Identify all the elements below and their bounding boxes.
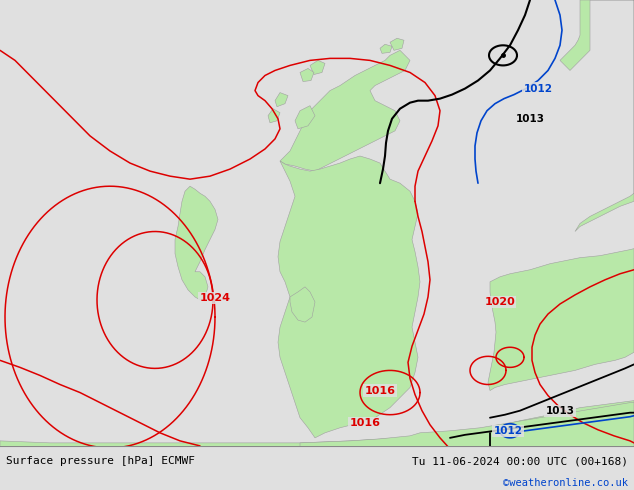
Polygon shape [175,186,218,300]
Text: 1012: 1012 [493,426,522,436]
Polygon shape [280,50,410,171]
Text: 1013: 1013 [515,114,545,124]
Text: 1024: 1024 [200,293,231,303]
Polygon shape [300,69,314,81]
Polygon shape [380,44,392,53]
Polygon shape [310,60,325,74]
Polygon shape [300,403,634,449]
Polygon shape [268,109,280,123]
Text: 1013: 1013 [545,406,574,416]
Text: 1016: 1016 [365,386,396,395]
Polygon shape [390,38,404,50]
Polygon shape [275,93,288,107]
Text: Tu 11-06-2024 00:00 UTC (00+168): Tu 11-06-2024 00:00 UTC (00+168) [411,456,628,466]
Polygon shape [560,0,590,71]
Text: Surface pressure [hPa] ECMWF: Surface pressure [hPa] ECMWF [6,456,195,466]
Polygon shape [278,156,420,438]
Polygon shape [488,248,634,391]
Text: ©weatheronline.co.uk: ©weatheronline.co.uk [503,478,628,489]
Polygon shape [295,106,315,129]
Polygon shape [290,287,315,322]
Text: 1016: 1016 [349,418,380,428]
Polygon shape [575,0,634,231]
Text: 1020: 1020 [484,297,515,307]
Text: 1012: 1012 [524,84,552,94]
Polygon shape [0,401,634,449]
